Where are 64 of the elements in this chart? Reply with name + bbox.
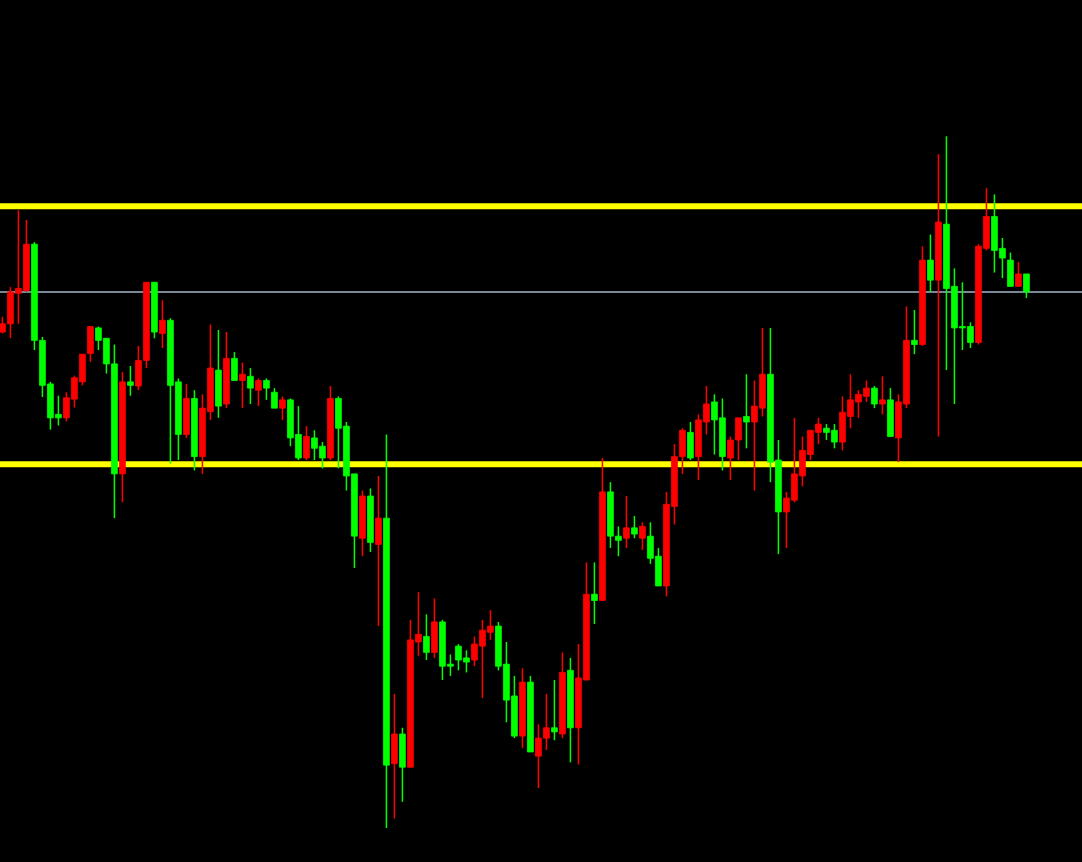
- candlestick: [991, 193, 998, 274]
- candlestick: [303, 425, 310, 461]
- candlestick: [367, 487, 374, 553]
- candlestick: [15, 209, 22, 325]
- candlestick: [239, 361, 246, 409]
- candlestick: [335, 395, 342, 470]
- candlestick: [231, 351, 238, 382]
- candlestick: [279, 395, 286, 421]
- candlestick: [295, 405, 302, 461]
- candlestick: [311, 429, 318, 461]
- candlestick: [879, 375, 886, 416]
- candlestick: [375, 475, 382, 627]
- candlestick: [967, 321, 974, 349]
- candlestick: [479, 619, 486, 699]
- candlestick: [23, 219, 30, 293]
- candlestick: [543, 693, 550, 751]
- candlestick: [743, 373, 750, 450]
- candlestick: [391, 693, 398, 820]
- candlestick: [623, 495, 630, 549]
- candlestick: [735, 417, 742, 461]
- candlestick: [839, 395, 846, 452]
- candlestick: [551, 679, 558, 741]
- candlestick: [759, 327, 766, 418]
- candlestick: [7, 286, 14, 340]
- candlestick: [959, 281, 966, 351]
- candlestick: [255, 377, 262, 407]
- candlestick: [87, 325, 94, 363]
- candlestick: [1007, 251, 1014, 288]
- candlestick: [455, 643, 462, 672]
- candlestick: [271, 387, 278, 409]
- candlestick: [463, 649, 470, 674]
- candlestick: [927, 233, 934, 293]
- candlestick: [631, 515, 638, 539]
- candlestick: [319, 441, 326, 470]
- candlestick: [607, 481, 614, 549]
- candlestick: [223, 331, 230, 409]
- candlestick: [887, 387, 894, 438]
- candlestick: [687, 421, 694, 461]
- candlestick: [871, 385, 878, 409]
- candlestick: [399, 727, 406, 803]
- candlestick: [831, 423, 838, 450]
- candlestick: [215, 329, 222, 419]
- candlestick: [1015, 261, 1022, 288]
- candlestick: [751, 379, 758, 492]
- candlestick: [639, 521, 646, 551]
- candlestick: [591, 561, 598, 625]
- candlestick: [1023, 273, 1030, 299]
- candlestick: [711, 393, 718, 456]
- candlestick: [471, 635, 478, 667]
- candlestick: [159, 299, 166, 349]
- candlestick: [863, 379, 870, 403]
- candlestick: [911, 309, 918, 355]
- candlestick: [183, 383, 190, 439]
- candlestick: [535, 723, 542, 789]
- candlestick: [359, 489, 366, 557]
- candlestick: [423, 613, 430, 661]
- candlestick: [263, 377, 270, 401]
- candlestick: [127, 365, 134, 397]
- candlestick: [855, 389, 862, 419]
- candlestick: [247, 367, 254, 405]
- candlestick: [487, 609, 494, 641]
- candlestick: [431, 597, 438, 659]
- candlestick: [439, 619, 446, 681]
- candlestick: [719, 397, 726, 472]
